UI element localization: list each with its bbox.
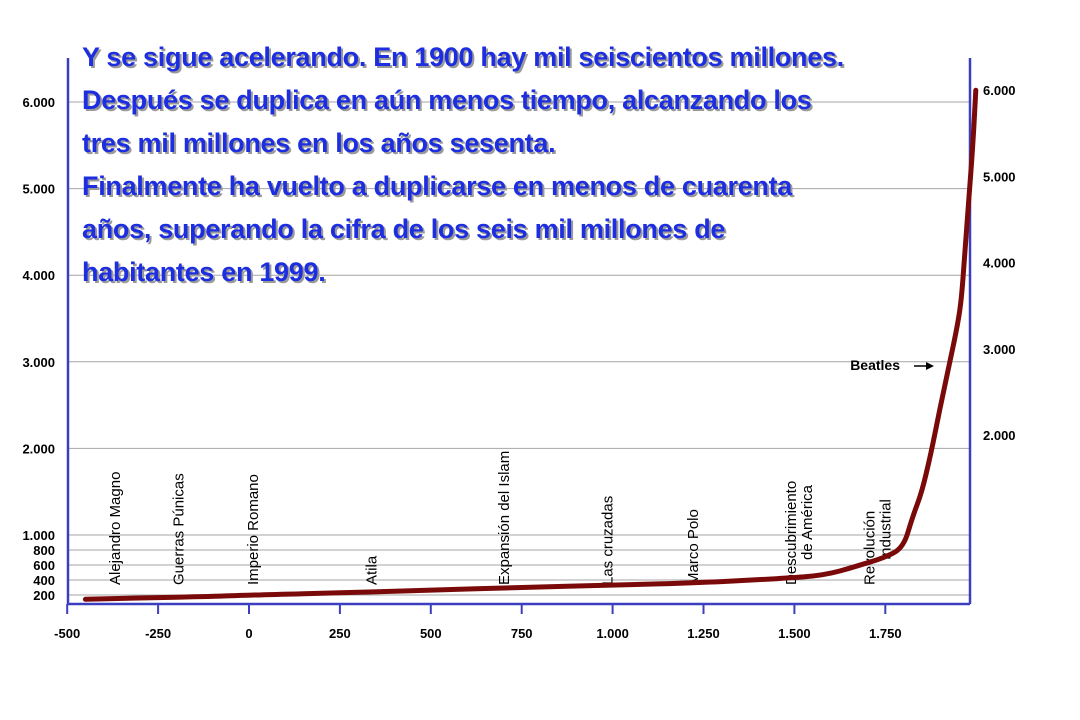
x-tick-label: 0 bbox=[245, 626, 252, 641]
event-label: Industrial bbox=[877, 499, 894, 560]
x-tick-label: 250 bbox=[329, 626, 351, 641]
annotations: Beatles bbox=[850, 357, 934, 373]
headline-line: Y se sigue acelerando. En 1900 hay mil s… bbox=[82, 42, 844, 72]
y-tick-label-left: 6.000 bbox=[22, 95, 55, 110]
headline-text: Y se sigue acelerando. En 1900 hay mil s… bbox=[82, 36, 982, 294]
y-tick-label-left: 800 bbox=[33, 543, 55, 558]
y-tick-label-right: 4.000 bbox=[983, 256, 1016, 271]
event-label: Descubrimiento bbox=[783, 481, 800, 585]
x-tick-label: 1.750 bbox=[869, 626, 902, 641]
y-tick-label-left: 1.000 bbox=[22, 528, 55, 543]
beatles-label: Beatles bbox=[850, 357, 900, 373]
x-tick-label: -250 bbox=[145, 626, 171, 641]
event-label: Imperio Romano bbox=[245, 474, 262, 585]
headline-line: Finalmente ha vuelto a duplicarse en men… bbox=[82, 171, 793, 201]
x-tick-label: 500 bbox=[420, 626, 442, 641]
y-tick-label-right: 3.000 bbox=[983, 342, 1016, 357]
y-tick-label-left: 3.000 bbox=[22, 355, 55, 370]
population-line bbox=[82, 87, 979, 602]
event-label: Revolución bbox=[861, 511, 878, 585]
x-tick-label: -500 bbox=[54, 626, 80, 641]
y-tick-label-right: 6.000 bbox=[983, 83, 1016, 98]
y-tick-label-left: 600 bbox=[33, 558, 55, 573]
event-labels: Alejandro Magno Guerras Púnicas Imperio Ro… bbox=[107, 451, 894, 585]
headline-line: Después se duplica en aún menos tiempo, … bbox=[82, 85, 812, 115]
x-tick-label: 1.250 bbox=[687, 626, 720, 641]
event-label: Las cruzadas bbox=[600, 496, 617, 585]
y-tick-label-left: 400 bbox=[33, 573, 55, 588]
x-tick-label: 1.500 bbox=[778, 626, 811, 641]
event-label: de América bbox=[799, 484, 816, 560]
event-label: Alejandro Magno bbox=[107, 472, 124, 585]
series-lines bbox=[82, 87, 979, 602]
x-tick-label: 1.000 bbox=[596, 626, 629, 641]
event-label: Atila bbox=[363, 555, 380, 585]
x-tick-label: 750 bbox=[511, 626, 533, 641]
event-label: Marco Polo bbox=[685, 509, 702, 585]
y-tick-label-left: 4.000 bbox=[22, 268, 55, 283]
headline-line: tres mil millones en los años sesenta. bbox=[82, 128, 556, 158]
event-label: Guerras Púnicas bbox=[171, 473, 188, 585]
beatles-arrow-head bbox=[926, 362, 934, 370]
y-tick-label-left: 2.000 bbox=[22, 441, 55, 456]
y-tick-label-right: 5.000 bbox=[983, 169, 1016, 184]
y-tick-label-left: 200 bbox=[33, 588, 55, 603]
headline-line: habitantes en 1999. bbox=[82, 257, 326, 287]
grid-lines bbox=[68, 101, 970, 596]
headline-line: años, superando la cifra de los seis mil… bbox=[82, 214, 726, 244]
event-label: Expansión del Islam bbox=[496, 451, 513, 585]
y-tick-label-right: 2.000 bbox=[983, 428, 1016, 443]
y-tick-label-left: 5.000 bbox=[22, 182, 55, 197]
tick-labels: -500 -250 0 250 500 750 1.000 1.250 1.500 1.750 20… bbox=[22, 83, 1015, 641]
